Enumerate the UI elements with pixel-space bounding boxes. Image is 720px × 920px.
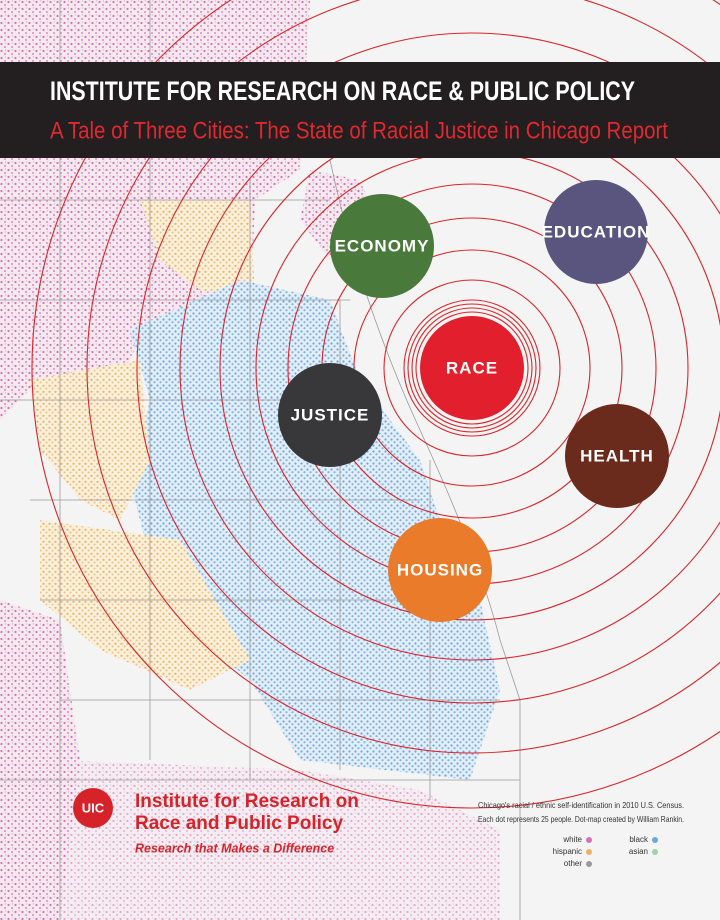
tagline: Research that Makes a Difference (135, 841, 334, 855)
legend-dot (586, 849, 592, 855)
ring (383, 279, 561, 457)
logo-circle (73, 788, 113, 828)
logo-text: UIC (82, 800, 105, 815)
ring (415, 311, 529, 425)
map-legend: white hispanic other black asian (553, 835, 658, 868)
topic-circle (330, 194, 434, 298)
map-note: Each dot represents 25 people. Dot-map c… (478, 815, 684, 824)
topic-label: EDUCATION (542, 222, 651, 241)
ring (136, 32, 720, 704)
header-bar (0, 62, 720, 158)
legend-label: hispanic (553, 847, 582, 856)
topic-label: ECONOMY (335, 236, 430, 255)
ring (407, 303, 537, 433)
legend-dot (586, 837, 592, 843)
legend-label: asian (629, 847, 648, 856)
topic-label: HOUSING (397, 560, 483, 579)
topic-label: HEALTH (580, 446, 654, 465)
header-title: INSTITUTE FOR RESEARCH ON RACE & PUBLIC … (50, 76, 635, 106)
legend-dot (586, 861, 592, 867)
map-note: Chicago's racial / ethnic self-identific… (478, 801, 684, 810)
institute-name: Institute for Research on (135, 791, 359, 812)
legend-label: black (629, 835, 649, 844)
ring (411, 307, 533, 429)
topic-circle (565, 404, 669, 508)
topic-label: JUSTICE (291, 405, 370, 424)
ring (353, 249, 591, 487)
ring (403, 299, 541, 437)
legend-label: white (562, 835, 582, 844)
ring (86, 0, 720, 754)
topic-circle (278, 363, 382, 467)
institute-name: Race and Public Policy (135, 813, 343, 834)
topic-circle (388, 518, 492, 622)
legend-dot (652, 849, 658, 855)
topic-label: RACE (446, 358, 498, 377)
topic-circle (544, 180, 648, 284)
topic-circles: ECONOMY EDUCATION RACE JUSTICE HEALTH HOUSING (278, 180, 669, 622)
road (0, 0, 520, 920)
map-area (40, 520, 250, 690)
legend-label: other (564, 859, 583, 868)
legend-dot (652, 837, 658, 843)
header-subtitle: A Tale of Three Cities: The State of Rac… (50, 117, 668, 144)
topic-circle (420, 316, 524, 420)
ring (31, 0, 720, 809)
